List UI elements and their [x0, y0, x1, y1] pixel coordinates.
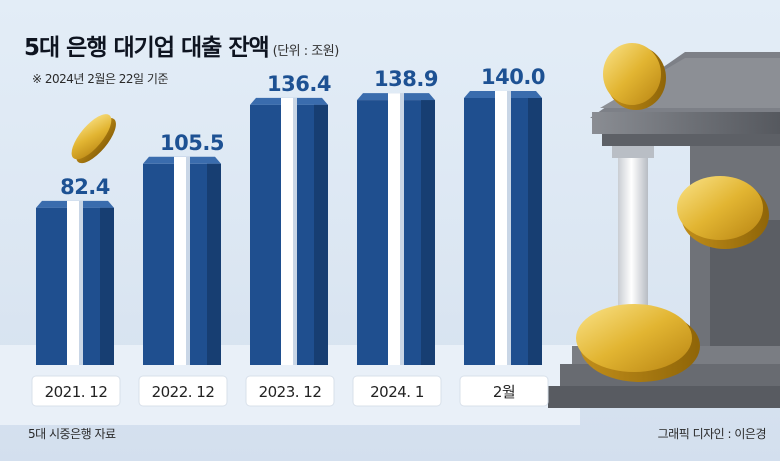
x-tick-pill	[138, 375, 228, 407]
x-tick-label: 2022. 12	[152, 383, 215, 401]
bar-value-label-2: 105.5	[160, 131, 224, 155]
x-tick-3: 2023. 12	[245, 375, 335, 407]
bar-3: 136.4	[250, 72, 331, 365]
bar-side-shade	[314, 104, 328, 365]
x-tick-pill	[31, 375, 121, 407]
chart-title: 5대 은행 대기업 대출 잔액	[24, 35, 270, 61]
bar-ribbon-shade	[507, 91, 511, 365]
credit-text: 그래픽 디자인 : 이은경	[657, 427, 767, 441]
source-text: 5대 시중은행 자료	[28, 427, 116, 441]
bar-value-label-5: 140.0	[481, 65, 545, 89]
note-text: ※ 2024년 2월은 22일 기준	[32, 72, 169, 86]
x-tick-pill	[245, 375, 335, 407]
x-tick-label: 2월	[493, 383, 515, 401]
unit-label: (단위 : 조원)	[272, 44, 340, 59]
bar-1: 82.4	[36, 175, 114, 365]
gold-coin-illustration	[71, 43, 769, 382]
chart-title-block: 5대 은행 대기업 대출 잔액 (단위 : 조원)	[24, 28, 339, 62]
x-tick-label: 2021. 12	[45, 383, 108, 401]
bar-ribbon-shade	[79, 200, 83, 365]
bar-ribbon-shade	[186, 156, 190, 365]
bar-side-shade	[528, 98, 542, 365]
x-tick-2: 2022. 12	[138, 375, 228, 407]
x-tick-label: 2023. 12	[259, 383, 322, 401]
bar-value-label-1: 82.4	[60, 175, 110, 199]
bar-4: 138.9	[357, 67, 438, 366]
bar-side-shade	[421, 100, 435, 366]
x-tick-5: 2월	[459, 375, 549, 407]
bar-side-shade	[207, 163, 221, 365]
bar-5: 140.0	[464, 65, 545, 365]
bar-ribbon-shade	[400, 93, 404, 366]
bar-value-label-4: 138.9	[374, 67, 438, 91]
bar-value-label-3: 136.4	[267, 72, 331, 96]
x-tick-1: 2021. 12	[31, 375, 121, 407]
x-tick-pill	[352, 375, 442, 407]
x-tick-pill	[459, 375, 549, 407]
bar-side-shade	[100, 207, 114, 365]
x-tick-4: 2024. 1	[352, 375, 442, 407]
x-tick-label: 2024. 1	[370, 383, 424, 401]
bar-2: 105.5	[143, 131, 224, 365]
bar-ribbon-shade	[293, 97, 297, 365]
